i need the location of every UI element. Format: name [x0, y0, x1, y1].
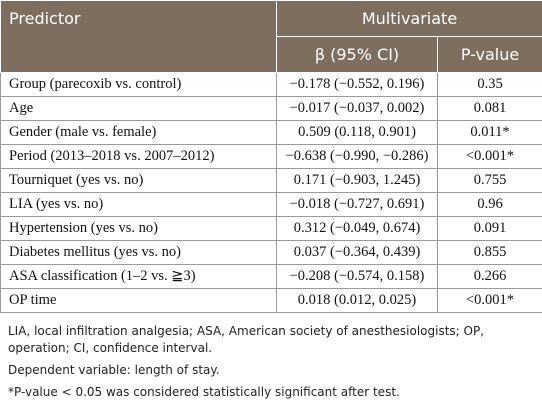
table-cell: ASA classification (1–2 vs. ≧3)	[0, 264, 277, 289]
table-cell: −0.017 (−0.037, 0.002)	[276, 96, 438, 121]
header-cell: Multivariate	[275, 0, 542, 37]
table-cell: Diabetes mellitus (yes vs. no)	[0, 240, 277, 265]
table-row: ASA classification (1–2 vs. ≧3) −0.208 (−…	[0, 264, 542, 289]
table-row: Tourniquet (yes vs. no) 0.171 (−0.903, 1.…	[0, 168, 542, 193]
footnotes: LIA, local infiltration analgesia; ASA, …	[0, 313, 542, 401]
table-row: LIA (yes vs. no) −0.018 (−0.727, 0.691) 0.…	[0, 192, 542, 217]
table-row: OP time 0.018 (0.012, 0.025) <0.001*	[0, 288, 542, 313]
header-cell: P-value	[436, 36, 542, 73]
table-cell: 0.037 (−0.364, 0.439)	[276, 240, 438, 265]
table-cell: Group (parecoxib vs. control)	[0, 72, 277, 97]
footnote: *P-value < 0.05 was considered statistic…	[8, 385, 400, 399]
table-cell: 0.96	[436, 192, 542, 217]
table-cell: Hypertension (yes vs. no)	[0, 216, 277, 241]
table-cell: LIA (yes vs. no)	[0, 192, 277, 217]
table-cell: Tourniquet (yes vs. no)	[0, 168, 277, 193]
table-row: Period (2013–2018 vs. 2007–2012) −0.638 (…	[0, 144, 542, 169]
table-cell: 0.091	[436, 216, 542, 241]
table-cell: 0.755	[436, 168, 542, 193]
footnote: LIA, local infiltration analgesia; ASA, …	[8, 324, 485, 355]
table-cell: Gender (male vs. female)	[0, 120, 277, 145]
table-body: Group (parecoxib vs. control) −0.178 (−0.…	[0, 72, 542, 313]
table-cell: Period (2013–2018 vs. 2007–2012)	[0, 144, 277, 169]
table-row: Hypertension (yes vs. no) 0.312 (−0.049, …	[0, 216, 542, 241]
table-row: Group (parecoxib vs. control) −0.178 (−0.…	[0, 72, 542, 97]
table-cell: <0.001*	[436, 144, 542, 169]
table-cell: 0.266	[436, 264, 542, 289]
table-cell: −0.638 (−0.990, −0.286)	[276, 144, 438, 169]
table-cell: <0.001*	[436, 288, 542, 313]
table-cell: 0.312 (−0.049, 0.674)	[276, 216, 438, 241]
table-cell: 0.018 (0.012, 0.025)	[276, 288, 438, 313]
results-table: Predictor Multivariate β (95% CI) P-valu…	[0, 0, 542, 313]
table-cell: 0.081	[436, 96, 542, 121]
table-row: Gender (male vs. female) 0.509 (0.118, 0.…	[0, 120, 542, 145]
footnote: Dependent variable: length of stay.	[8, 363, 220, 377]
table-cell: −0.178 (−0.552, 0.196)	[276, 72, 438, 97]
table-cell: OP time	[0, 288, 277, 313]
table-cell: 0.855	[436, 240, 542, 265]
table-cell: −0.018 (−0.727, 0.691)	[276, 192, 438, 217]
table-cell: 0.011*	[436, 120, 542, 145]
table-cell: 0.509 (0.118, 0.901)	[276, 120, 438, 145]
table-cell: 0.171 (−0.903, 1.245)	[276, 168, 438, 193]
table-row: Diabetes mellitus (yes vs. no) 0.037 (−0.…	[0, 240, 542, 265]
header-cell: Predictor	[0, 0, 277, 73]
table-cell: −0.208 (−0.574, 0.158)	[276, 264, 438, 289]
table-cell: 0.35	[436, 72, 542, 97]
table-row: Age −0.017 (−0.037, 0.002) 0.081	[0, 96, 542, 121]
table-cell: Age	[0, 96, 277, 121]
header-cell: β (95% CI)	[276, 36, 438, 73]
